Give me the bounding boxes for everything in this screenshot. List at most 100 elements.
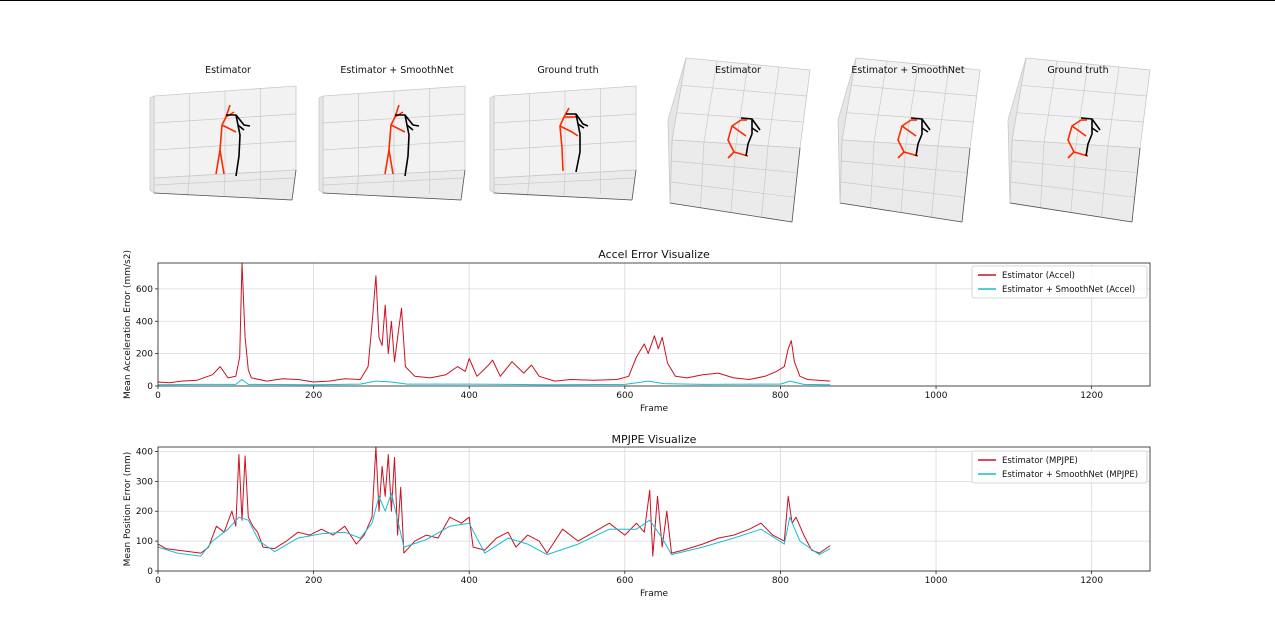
panel-title: Estimator + SmoothNet [851,65,964,76]
panel-title: Estimator [205,65,251,76]
grid-line [153,140,297,151]
y-tick-label: 200 [136,350,153,360]
skeleton-limb [577,123,585,129]
skeleton-panel: Estimator + SmoothNet [318,65,466,201]
axis-edge [153,192,293,201]
grid-line [493,113,637,124]
skeleton-limb [395,114,420,127]
series-line [157,492,831,557]
x-tick-label: 1000 [925,391,948,401]
skeleton-limb [1091,127,1099,133]
skeleton-panel: Estimator [667,57,811,223]
skeleton-limb [390,124,406,133]
x-tick-label: 200 [305,391,322,401]
axis-edge [1009,202,1133,223]
panel-title: Estimator [715,65,761,76]
axis-edge [631,169,637,201]
grid-line [187,175,190,197]
grid-line [681,84,807,97]
legend: Estimator (MPJPE) Estimator + SmoothNet (… [971,450,1148,484]
axis-edge [1131,147,1141,223]
grid-line [846,112,974,123]
axis-edge [460,169,466,201]
x-tick-label: 0 [155,391,161,401]
skeleton-limb [1071,125,1087,137]
skeleton-limb [384,149,390,175]
skeleton-limb [221,124,237,133]
skeleton-panel: Estimator [149,65,297,201]
grid-line [322,140,466,151]
axis-edge [669,202,793,223]
grid-line [1101,145,1109,218]
series-line [157,379,831,386]
skeleton-limb [215,149,221,175]
grid-line [761,145,769,218]
grid-line [1043,60,1058,143]
axis-edge [961,147,971,223]
line-chart: 0 200 400 600 800 1000 1200 0 200 400 600 Accel Err… [123,248,1151,414]
x-tick-label: 800 [772,576,789,586]
series-line [157,262,831,384]
x-axis-label: Frame [640,404,669,414]
grid-line [767,66,780,147]
chart-title: MPJPE Visualize [612,433,697,446]
grid-line [700,141,705,208]
x-tick-label: 1000 [925,576,948,586]
skeleton-limb [226,114,251,127]
side-pane [149,95,155,194]
grid-line [1011,160,1138,174]
grid-line [851,84,977,97]
skeleton-limb [751,127,759,133]
y-tick-label: 400 [136,317,153,327]
error-charts: 0 200 400 600 800 1000 1200 0 200 400 600 Accel Err… [123,248,1151,599]
grid-line [1010,181,1135,198]
grid-line [900,143,907,213]
legend-label: Estimator + SmoothNet (Accel) [1002,285,1135,295]
skeleton-limb [727,119,742,159]
grid-line [730,143,737,213]
y-tick-label: 0 [147,567,153,577]
legend-box [971,450,1148,484]
skeleton-limb [915,119,923,157]
skeleton-limb [237,124,245,131]
axis-edge [839,202,963,223]
x-tick-label: 400 [461,576,478,586]
grid-line [1021,84,1147,97]
x-tick-label: 200 [305,576,322,586]
axis-edge [322,192,462,201]
x-tick-label: 0 [155,576,161,586]
x-tick-label: 400 [461,391,478,401]
grid-line [676,112,804,123]
grid-line [527,175,530,197]
grid-line [1070,143,1077,213]
skeleton-limb [1067,119,1082,159]
grid-line [1040,141,1045,208]
grid-line [392,173,395,196]
grid-line [223,173,226,196]
series-line [157,446,831,557]
grid-line [1016,112,1144,123]
grid-line [356,175,359,197]
skeleton-limb [897,119,912,159]
legend: Estimator (Accel) Estimator + SmoothNet (… [971,265,1148,299]
y-axis-label: Mean Position Error (mm) [123,452,133,567]
side-pane [318,95,324,194]
skeleton-limb [559,125,579,137]
grid-line [873,60,888,143]
chart-title: Accel Error Visualize [598,248,710,261]
y-tick-label: 600 [136,285,153,295]
axis-edge [493,192,633,201]
top-border [0,0,1275,1]
grid-line [322,177,464,186]
skeleton-limb [921,127,929,133]
legend-label: Estimator (Accel) [1002,271,1075,281]
grid-line [493,177,635,186]
x-tick-label: 600 [616,391,633,401]
x-tick-label: 1200 [1080,391,1103,401]
plot-frame [157,262,1151,387]
axis-edge [291,169,297,201]
x-axis-label: Frame [640,589,669,599]
x-tick-label: 800 [772,391,789,401]
y-axis-label: Mean Acceleration Error (mm/s2) [123,250,133,399]
